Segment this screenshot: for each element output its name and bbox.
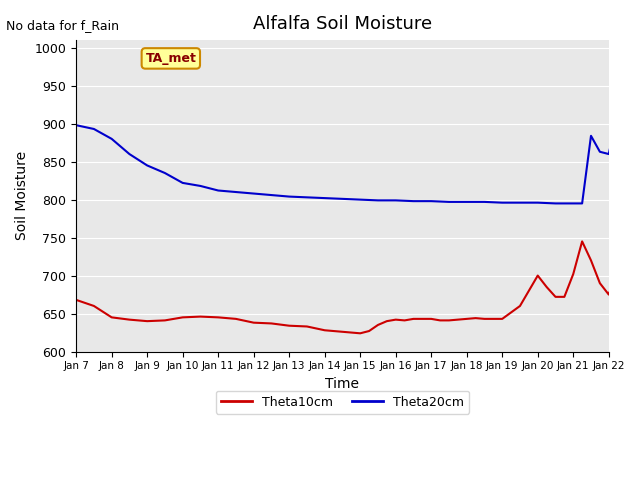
Theta10cm — [214, 314, 222, 320]
Text: TA_met: TA_met — [145, 52, 196, 65]
Theta20cm — [552, 201, 559, 206]
Legend: Theta10cm, Theta20cm: Theta10cm, Theta20cm — [216, 391, 469, 414]
X-axis label: Time: Time — [326, 377, 360, 391]
Line: Theta10cm: Theta10cm — [76, 184, 640, 333]
Theta10cm — [605, 292, 612, 298]
Text: No data for f_Rain: No data for f_Rain — [6, 19, 120, 32]
Theta20cm — [614, 111, 621, 117]
Theta20cm — [587, 133, 595, 139]
Line: Theta20cm: Theta20cm — [76, 59, 640, 204]
Y-axis label: Soil Moisture: Soil Moisture — [15, 151, 29, 240]
Theta10cm — [499, 316, 506, 322]
Theta20cm — [605, 151, 612, 157]
Theta20cm — [428, 198, 435, 204]
Title: Alfalfa Soil Moisture: Alfalfa Soil Moisture — [253, 15, 432, 33]
Theta20cm — [72, 122, 80, 128]
Theta10cm — [552, 294, 559, 300]
Theta10cm — [454, 317, 461, 323]
Theta20cm — [232, 189, 240, 195]
Theta10cm — [596, 280, 604, 286]
Theta10cm — [72, 297, 80, 303]
Theta10cm — [356, 330, 364, 336]
